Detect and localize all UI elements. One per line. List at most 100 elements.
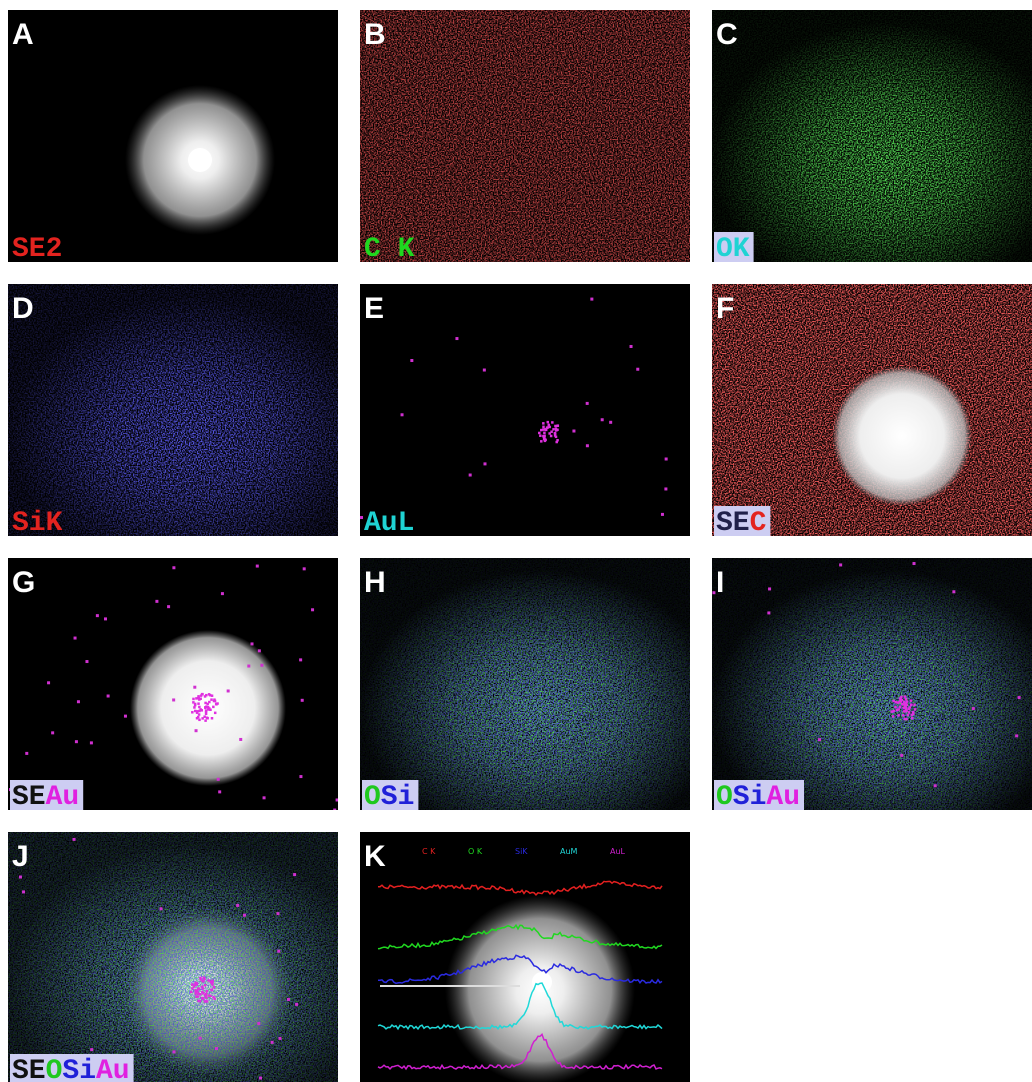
au-speck (555, 436, 558, 439)
au-speck (204, 719, 207, 722)
au-dot (19, 876, 22, 879)
au-dot (221, 592, 224, 595)
au-speck (207, 708, 210, 711)
au-dot (767, 611, 770, 614)
au-dot (839, 563, 842, 566)
panel-letter: G (12, 566, 35, 599)
au-speck (913, 704, 916, 707)
au-dot (469, 474, 472, 477)
au-speck (193, 706, 196, 709)
au-dot (455, 337, 458, 340)
panel-letter: K (364, 840, 386, 873)
au-speck (194, 704, 197, 707)
au-speck (195, 991, 198, 994)
au-speck (905, 698, 908, 701)
au-speck (906, 700, 909, 703)
particle (532, 972, 552, 992)
au-speck (904, 710, 907, 713)
au-dot (900, 754, 903, 757)
au-speck (901, 703, 904, 706)
au-speck (904, 703, 907, 706)
au-speck (205, 709, 208, 712)
au-dot (90, 1048, 93, 1051)
au-dot (263, 796, 266, 799)
au-speck (552, 428, 555, 431)
panel-letter: F (716, 292, 734, 325)
au-speck (204, 1000, 207, 1003)
panel-label: O (716, 782, 733, 810)
au-dot (193, 686, 196, 689)
au-speck (214, 712, 217, 715)
au-speck (894, 701, 897, 704)
vignette (360, 558, 690, 810)
au-speck (897, 708, 900, 711)
panel-background (360, 284, 690, 536)
panel: BCK (360, 10, 690, 262)
au-dot (630, 345, 633, 348)
au-speck (192, 701, 195, 704)
au-speck (209, 995, 212, 998)
au-dot (303, 567, 306, 570)
au-speck (202, 998, 205, 1001)
au-speck (204, 706, 207, 709)
panel-letter: J (12, 840, 29, 873)
panel-letter: D (12, 292, 34, 325)
au-speck (198, 706, 201, 709)
panel-label: Au (46, 782, 80, 810)
au-speck (904, 695, 907, 698)
au-speck (207, 979, 210, 982)
panel-label: SE (716, 508, 750, 536)
au-dot (257, 1022, 260, 1025)
panel-label: Au (766, 782, 800, 810)
au-speck (192, 698, 195, 701)
au-speck (902, 714, 905, 717)
au-speck (215, 703, 218, 706)
au-speck (199, 977, 202, 980)
panel-letter: B (364, 18, 386, 51)
panel-label: C (750, 508, 767, 536)
au-dot (768, 587, 771, 590)
au-dot (287, 998, 290, 1001)
panel: ASE2 (8, 10, 338, 262)
au-speck (548, 432, 551, 435)
au-speck (540, 440, 543, 443)
au-dot (96, 614, 99, 617)
au-speck (546, 427, 549, 430)
au-speck (908, 708, 911, 711)
panel-label: K (398, 234, 415, 262)
au-speck (907, 714, 910, 717)
au-speck (198, 710, 201, 713)
au-speck (211, 717, 214, 720)
au-dot (77, 700, 80, 703)
au-speck (539, 434, 542, 437)
au-speck (205, 993, 208, 996)
au-speck (197, 987, 200, 990)
au-dot (124, 715, 127, 718)
au-speck (194, 710, 197, 713)
au-dot (972, 707, 975, 710)
au-speck (897, 714, 900, 717)
au-dot (311, 608, 314, 611)
au-dot (336, 798, 338, 801)
au-dot (572, 430, 575, 433)
panel-label: SiK (12, 508, 63, 536)
au-dot (251, 642, 254, 645)
au-speck (554, 425, 557, 428)
au-speck (206, 717, 209, 720)
au-speck (902, 707, 905, 710)
au-dot (75, 740, 78, 743)
au-speck (197, 1000, 200, 1003)
au-speck (542, 426, 545, 429)
au-dot (279, 1037, 282, 1040)
au-speck (900, 698, 903, 701)
au-speck (202, 976, 205, 979)
au-dot (259, 1077, 262, 1080)
au-dot (260, 664, 263, 667)
au-speck (894, 706, 897, 709)
au-speck (195, 697, 198, 700)
au-dot (258, 649, 261, 652)
